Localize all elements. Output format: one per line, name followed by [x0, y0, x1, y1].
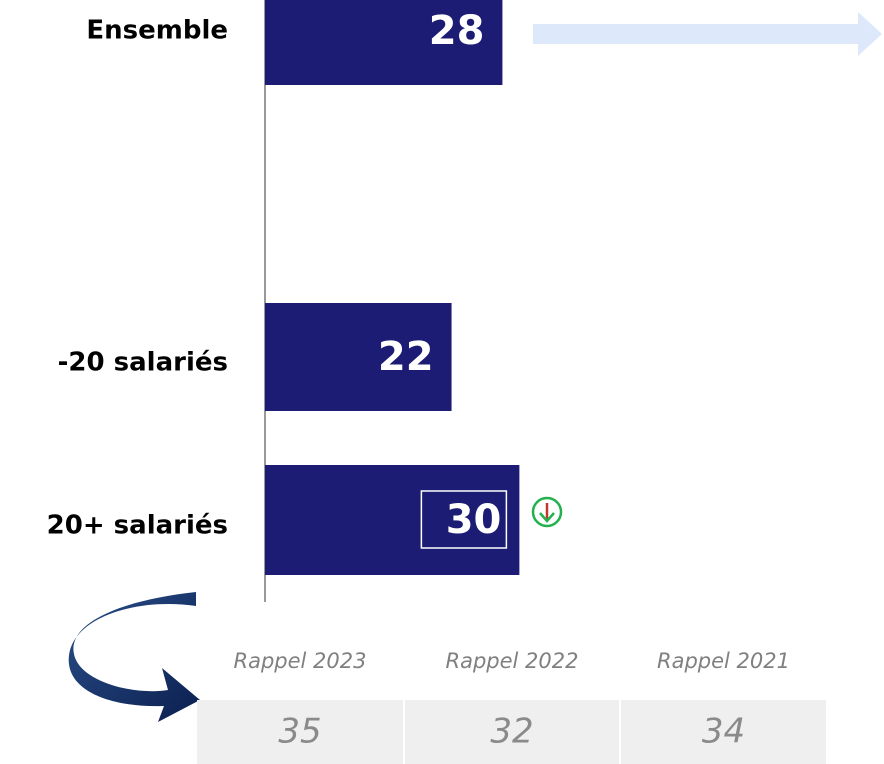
bar	[265, 465, 520, 575]
category-label: -20 salariés	[58, 348, 228, 378]
recall-value: 34	[702, 712, 745, 752]
decrease-icon	[531, 496, 563, 528]
category-label: 20+ salariés	[47, 511, 228, 541]
recall-header: Rappel 2021	[657, 649, 790, 673]
recall-value: 32	[490, 712, 533, 752]
value-label: 22	[378, 334, 434, 380]
highlight-box	[420, 490, 508, 549]
bar	[265, 303, 452, 411]
recall-cell	[197, 700, 403, 764]
value-label: 30	[446, 497, 502, 543]
trend-arrow	[533, 12, 882, 56]
bar	[265, 0, 503, 85]
value-label: 28	[429, 8, 485, 54]
recall-cell	[621, 700, 826, 764]
recall-cell	[405, 700, 619, 764]
recall-header: Rappel 2022	[446, 649, 579, 673]
category-label: Ensemble	[86, 16, 228, 46]
recall-header: Rappel 2023	[234, 649, 367, 673]
recall-value: 35	[278, 712, 321, 752]
curved-arrow	[68, 592, 200, 722]
